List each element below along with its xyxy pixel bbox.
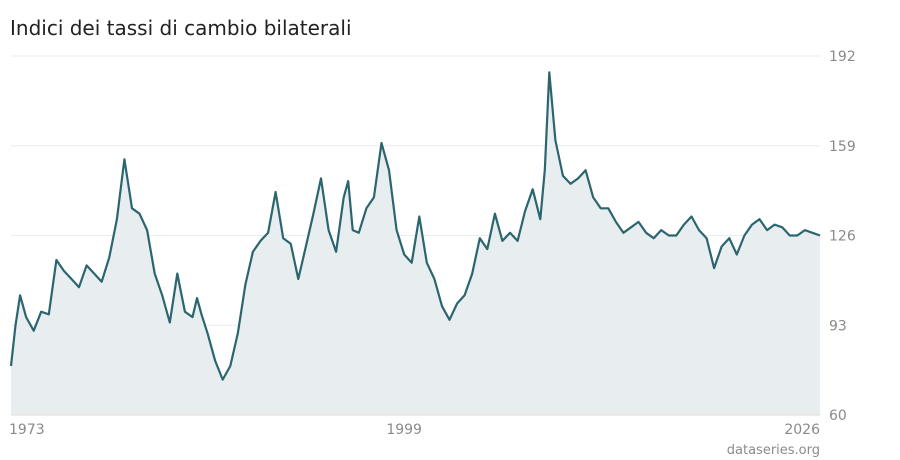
y-tick-label: 60 (829, 408, 847, 424)
y-tick-label: 126 (829, 229, 856, 245)
y-axis: 192 159 126 93 60 (829, 49, 856, 424)
x-tick-label: 1973 (9, 422, 45, 438)
chart-title: Indici dei tassi di cambio bilaterali (10, 16, 352, 40)
x-tick-label: 1999 (386, 422, 422, 438)
source-label: dataseries.org (727, 443, 820, 458)
y-tick-label: 93 (829, 318, 847, 334)
y-tick-label: 192 (829, 49, 856, 65)
plot-area (9, 71, 821, 416)
x-axis: 1973 1999 2026 (9, 422, 820, 438)
x-tick-label: 2026 (784, 422, 820, 438)
y-tick-label: 159 (829, 139, 856, 155)
series-line (9, 71, 821, 381)
